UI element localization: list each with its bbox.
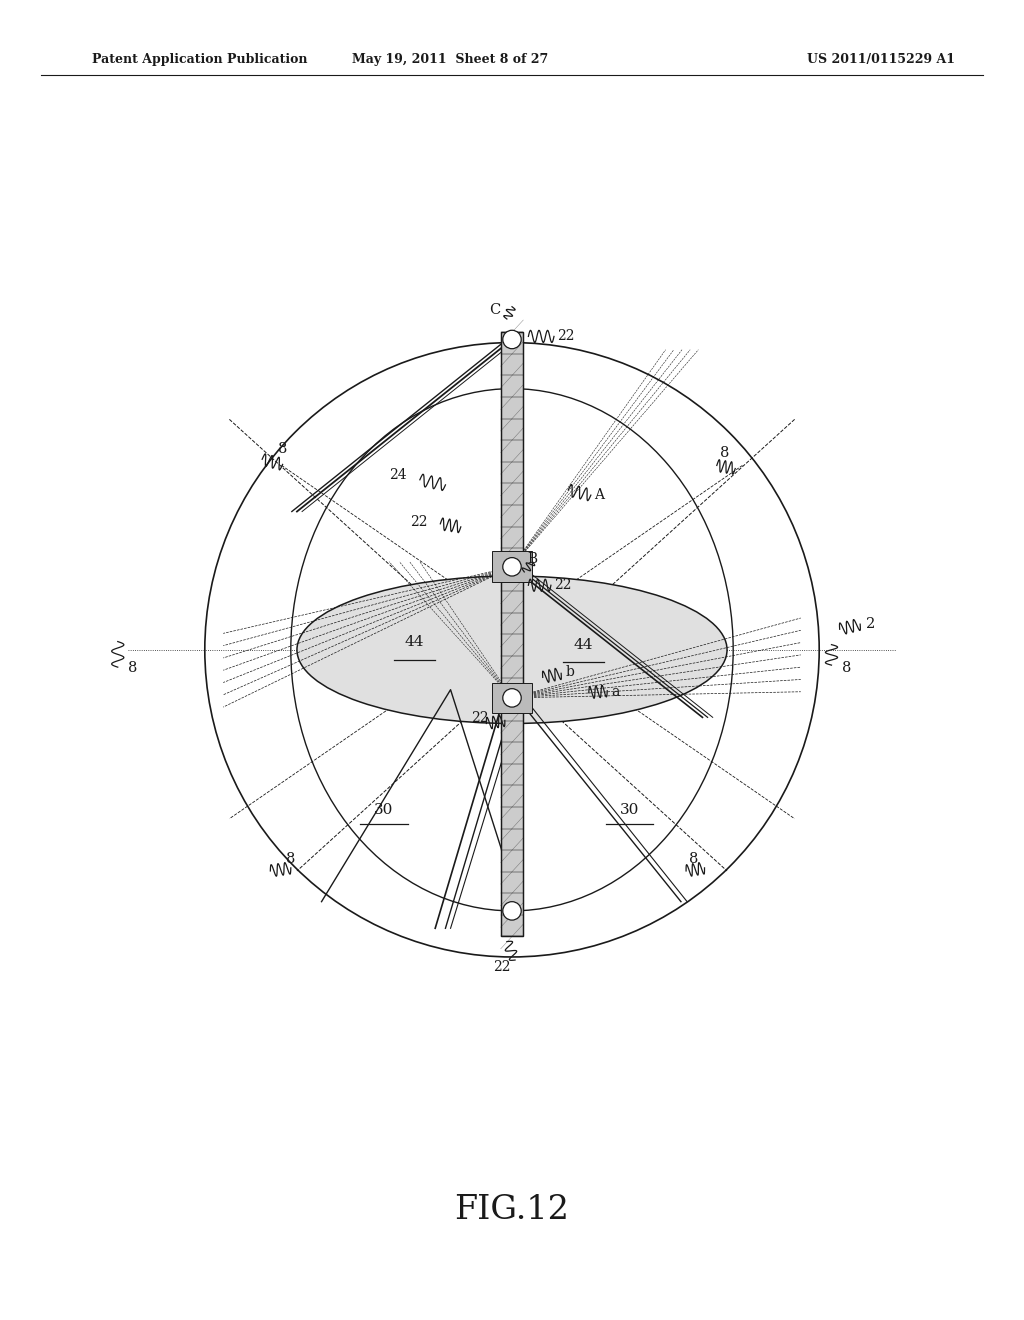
Text: 30: 30 <box>621 803 639 817</box>
Text: 22: 22 <box>493 960 511 974</box>
Text: 2: 2 <box>866 618 876 631</box>
Text: 8: 8 <box>842 661 851 676</box>
Text: 44: 44 <box>573 638 594 652</box>
Ellipse shape <box>297 576 727 723</box>
Text: 22: 22 <box>554 578 571 593</box>
Text: 8: 8 <box>286 851 295 866</box>
Text: A: A <box>594 488 604 502</box>
Text: US 2011/0115229 A1: US 2011/0115229 A1 <box>807 53 954 66</box>
Text: C: C <box>489 302 501 317</box>
Text: 24: 24 <box>389 467 407 482</box>
Text: 8: 8 <box>720 446 729 461</box>
Bar <box>501 333 523 936</box>
Bar <box>501 333 523 936</box>
Text: 30: 30 <box>375 803 393 817</box>
Circle shape <box>503 557 521 576</box>
Text: 22: 22 <box>557 330 574 343</box>
Circle shape <box>503 689 521 708</box>
Text: May 19, 2011  Sheet 8 of 27: May 19, 2011 Sheet 8 of 27 <box>352 53 549 66</box>
Bar <box>492 682 532 713</box>
Text: Patent Application Publication: Patent Application Publication <box>92 53 307 66</box>
Text: 44: 44 <box>404 635 425 648</box>
Circle shape <box>503 902 521 920</box>
Text: 22: 22 <box>410 515 427 529</box>
Text: FIG.12: FIG.12 <box>455 1195 569 1226</box>
Text: b: b <box>565 665 574 680</box>
Circle shape <box>503 330 521 348</box>
Text: B: B <box>527 552 538 566</box>
Text: 8: 8 <box>128 661 137 676</box>
Text: 22: 22 <box>471 711 488 726</box>
Text: 8: 8 <box>278 442 287 455</box>
Text: 8: 8 <box>689 851 698 866</box>
Text: a: a <box>611 685 620 698</box>
Bar <box>492 552 532 582</box>
